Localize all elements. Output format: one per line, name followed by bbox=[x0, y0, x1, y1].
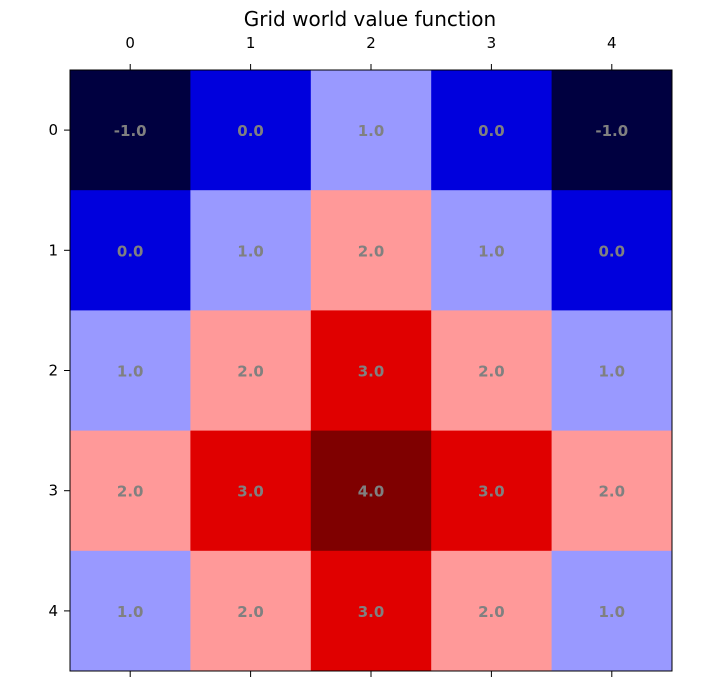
heatmap-cell-r3-c3 bbox=[431, 430, 553, 552]
heatmap-cell-r3-c4 bbox=[551, 430, 673, 552]
x-axis-top: 0 1 2 3 4 bbox=[125, 34, 617, 70]
cell-value-label: 2.0 bbox=[237, 363, 264, 381]
cell-value-label: -1.0 bbox=[114, 122, 147, 140]
cell-value-label: 0.0 bbox=[237, 122, 264, 140]
heatmap-cell-r3-c2 bbox=[310, 430, 432, 552]
cell-value-label: 1.0 bbox=[478, 242, 505, 260]
heatmap-cell-r4-c2 bbox=[310, 550, 432, 672]
cell-value-label: 2.0 bbox=[358, 242, 385, 260]
cell-value-label: 2.0 bbox=[117, 483, 144, 501]
chart-title: Grid world value function bbox=[244, 7, 496, 31]
cell-value-label: 1.0 bbox=[117, 603, 144, 621]
cell-value-label: -1.0 bbox=[595, 122, 628, 140]
cell-value-label: 1.0 bbox=[117, 363, 144, 381]
cell-value-label: 1.0 bbox=[237, 242, 264, 260]
y-tick-label: 1 bbox=[48, 241, 58, 259]
cell-value-label: 3.0 bbox=[237, 483, 264, 501]
cell-value-label: 3.0 bbox=[478, 483, 505, 501]
cell-value-label: 0.0 bbox=[478, 122, 505, 140]
cell-value-label: 2.0 bbox=[478, 603, 505, 621]
y-tick-label: 3 bbox=[48, 482, 58, 500]
heatmap-cell-r0-c2 bbox=[310, 70, 432, 191]
cell-value-label: 2.0 bbox=[599, 483, 626, 501]
heatmap-cell-labels: -1.0 0.0 1.0 0.0 -1.0 0.0 1.0 2.0 1.0 0.0 1.0 2.0 3.… bbox=[114, 122, 628, 621]
heatmap-cell-r2-c4 bbox=[551, 310, 673, 432]
y-axis: 0 1 2 3 4 bbox=[48, 121, 70, 620]
cell-value-label: 2.0 bbox=[237, 603, 264, 621]
y-tick-label: 4 bbox=[48, 602, 58, 620]
heatmap-cell-r2-c0 bbox=[70, 310, 191, 432]
heatmap-cell-r2-c3 bbox=[431, 310, 553, 432]
heatmap-cell-r2-c1 bbox=[190, 310, 312, 432]
heatmap-cells bbox=[70, 70, 673, 672]
heatmap-cell-r1-c0 bbox=[70, 190, 191, 311]
x-tick-label: 2 bbox=[366, 34, 376, 52]
cell-value-label: 1.0 bbox=[599, 603, 626, 621]
cell-value-label: 2.0 bbox=[478, 363, 505, 381]
heatmap-cell-r3-c0 bbox=[70, 430, 191, 552]
cell-value-label: 1.0 bbox=[599, 363, 626, 381]
x-tick-label: 1 bbox=[246, 34, 256, 52]
y-tick-label: 2 bbox=[48, 362, 58, 380]
heatmap-cell-r0-c4 bbox=[551, 70, 673, 191]
cell-value-label: 3.0 bbox=[358, 363, 385, 381]
heatmap-cell-r0-c3 bbox=[431, 70, 553, 191]
y-tick-label: 0 bbox=[48, 121, 58, 139]
cell-value-label: 1.0 bbox=[358, 122, 385, 140]
heatmap-cell-r4-c4 bbox=[551, 550, 673, 672]
x-tick-label: 0 bbox=[125, 34, 135, 52]
heatmap-cell-r0-c1 bbox=[190, 70, 312, 191]
cell-value-label: 0.0 bbox=[599, 242, 626, 260]
heatmap-cell-r0-c0 bbox=[70, 70, 191, 191]
heatmap-cell-r1-c1 bbox=[190, 190, 312, 311]
cell-value-label: 0.0 bbox=[117, 242, 144, 260]
cell-value-label: 3.0 bbox=[358, 603, 385, 621]
heatmap-cell-r1-c4 bbox=[551, 190, 673, 311]
x-tick-label: 3 bbox=[487, 34, 497, 52]
heatmap-cell-r1-c2 bbox=[310, 190, 432, 311]
x-tick-label: 4 bbox=[607, 34, 617, 52]
heatmap-cell-r2-c2 bbox=[310, 310, 432, 432]
heatmap-cell-r4-c0 bbox=[70, 550, 191, 672]
cell-value-label: 4.0 bbox=[358, 483, 385, 501]
heatmap-cell-r1-c3 bbox=[431, 190, 553, 311]
heatmap-cell-r4-c3 bbox=[431, 550, 553, 672]
heatmap-cell-r3-c1 bbox=[190, 430, 312, 552]
heatmap-cell-r4-c1 bbox=[190, 550, 312, 672]
x-axis-bottom-ticks bbox=[129, 671, 613, 677]
